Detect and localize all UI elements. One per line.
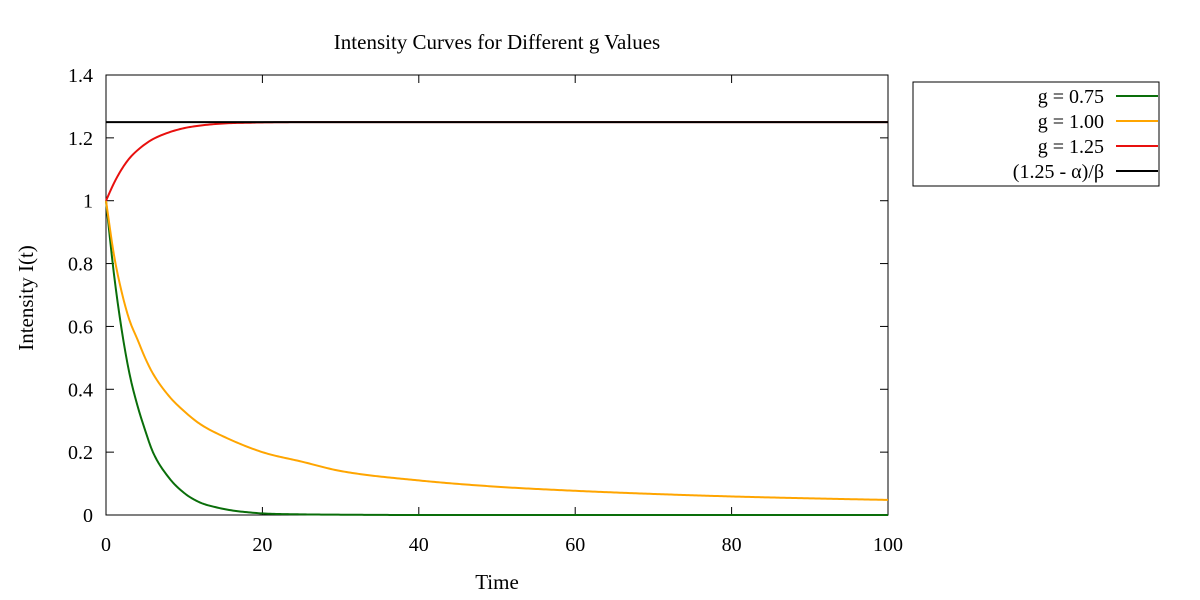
series-line-3 <box>105 121 888 202</box>
x-axis-title: Time <box>475 570 519 594</box>
legend-label: (1.25 - α)/β <box>1013 161 1104 183</box>
x-tick-label: 40 <box>409 534 429 556</box>
y-tick-label: 0.4 <box>68 379 93 401</box>
legend-box <box>912 81 1160 187</box>
y-tick-label: 0.6 <box>68 316 93 338</box>
plot-area: 0 20 40 60 80 100 0 0.2 0.4 0.6 0.8 1 1.2 1.4 <box>68 65 903 556</box>
x-tick-label: 20 <box>252 534 272 556</box>
x-tick-label: 80 <box>722 534 742 556</box>
plot-frame <box>105 74 889 516</box>
series-line-1 <box>105 200 888 516</box>
y-axis-title: Intensity I(t) <box>14 245 38 351</box>
y-tick-label: 0 <box>83 505 93 527</box>
y-tick-label: 1.2 <box>68 128 93 150</box>
y-tick-label: 1.4 <box>68 65 93 87</box>
legend-label: g = 1.00 <box>1038 111 1104 133</box>
x-tick-label: 60 <box>565 534 585 556</box>
x-tick-label: 100 <box>873 534 903 556</box>
y-tick-label: 0.2 <box>68 442 93 464</box>
chart-title: Intensity Curves for Different g Values <box>334 30 660 54</box>
legend-label: g = 0.75 <box>1038 86 1104 108</box>
y-tick-label: 0.8 <box>68 254 93 276</box>
series-line-2 <box>105 200 889 501</box>
x-tick-label: 0 <box>101 534 111 556</box>
legend: g = 0.75 g = 1.00 g = 1.25 (1.25 - α)/β <box>912 81 1160 187</box>
legend-label: g = 1.25 <box>1038 136 1104 158</box>
y-tick-label: 1 <box>83 191 93 213</box>
